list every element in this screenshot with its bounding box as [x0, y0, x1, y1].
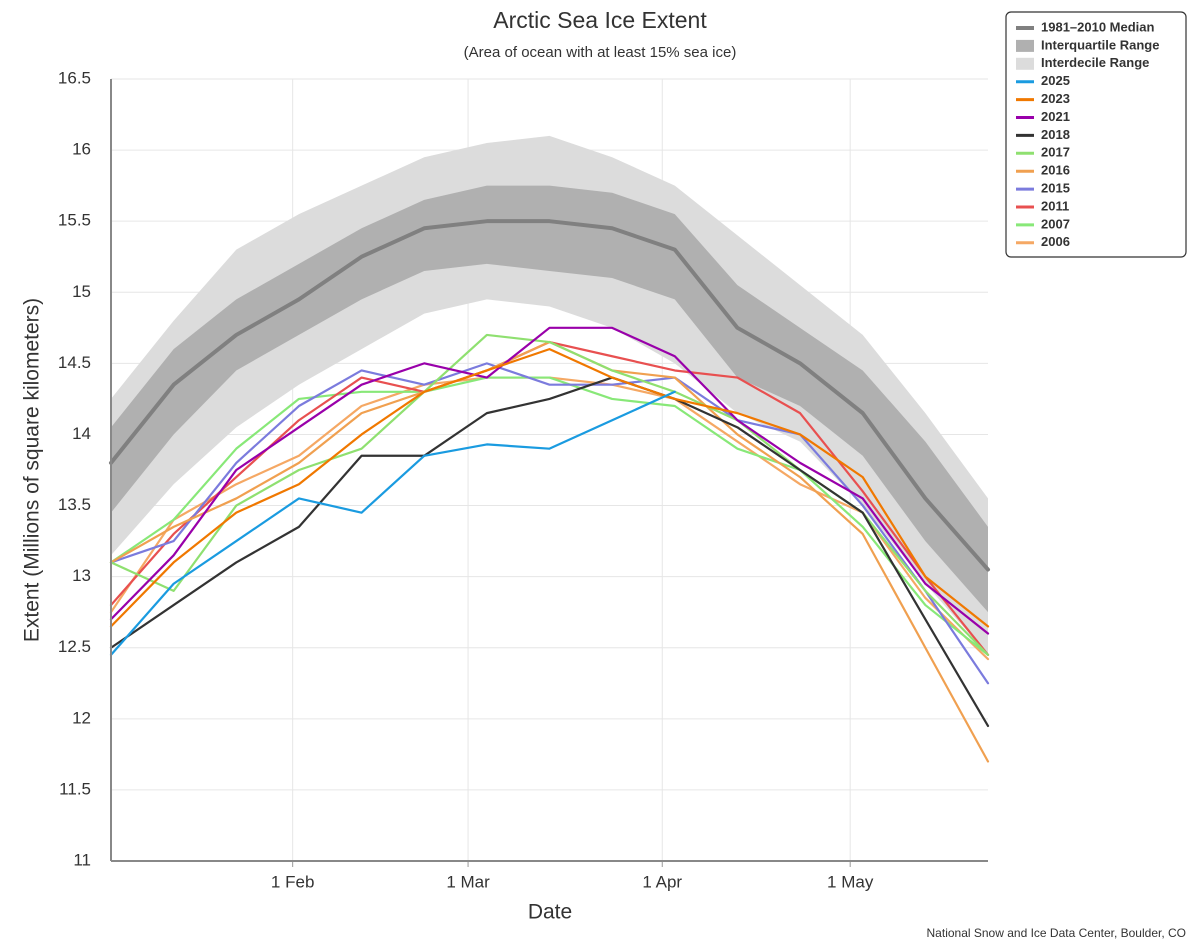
legend-label: 1981–2010 Median [1041, 19, 1155, 34]
y-tick-label: 11.5 [59, 779, 91, 798]
x-tick-label: 1 Mar [446, 872, 490, 891]
legend-label: 2015 [1041, 181, 1070, 196]
y-tick-label: 15.5 [58, 211, 91, 230]
legend-label: 2025 [1041, 73, 1070, 88]
y-tick-label: 14 [72, 424, 91, 443]
series-line [109, 376, 990, 728]
y-tick-label: 11 [73, 850, 91, 869]
y-tick-label: 13.5 [58, 495, 91, 514]
x-tick-label: 1 Apr [642, 872, 682, 891]
legend-label: 2023 [1041, 91, 1070, 106]
legend-box [1005, 11, 1187, 258]
legend-label: 2011 [1041, 198, 1069, 213]
median-line [109, 219, 990, 572]
y-tick-label: 12 [72, 708, 91, 727]
y-tick-label: 16.5 [58, 68, 91, 87]
legend-label: 2006 [1041, 234, 1070, 249]
series-line [109, 376, 990, 656]
y-tick-label: 12.5 [58, 637, 91, 656]
series-line [109, 362, 990, 685]
legend-label: 2007 [1041, 216, 1070, 231]
legend-label: 2016 [1041, 163, 1070, 178]
legend-label: Interdecile Range [1041, 55, 1149, 70]
chart-title: Arctic Sea Ice Extent [493, 7, 707, 33]
y-tick-label: 15 [72, 282, 91, 301]
legend-label: 2021 [1041, 109, 1070, 124]
credit: National Snow and Ice Data Center, Bould… [927, 926, 1186, 940]
series-line [109, 326, 990, 635]
y-tick-label: 13 [72, 566, 91, 585]
y-tick-label: 16 [72, 140, 91, 159]
series-line [109, 348, 990, 628]
x-axis-label: Date [528, 901, 572, 924]
y-tick-label: 14.5 [58, 353, 91, 372]
x-tick-label: 1 May [827, 872, 874, 891]
legend-label: Interquartile Range [1041, 37, 1159, 52]
y-axis-label: Extent (Millions of square kilometers) [21, 298, 44, 642]
x-tick-label: 1 Feb [271, 872, 314, 891]
range-band [111, 185, 988, 613]
legend-label: 2018 [1041, 127, 1070, 142]
plot-area [109, 78, 990, 862]
legend-swatch [1016, 57, 1034, 70]
legend-label: 2017 [1041, 145, 1070, 160]
legend-swatch [1016, 39, 1034, 52]
chart-subtitle: (Area of ocean with at least 15% sea ice… [464, 44, 737, 61]
series-line [109, 390, 676, 656]
